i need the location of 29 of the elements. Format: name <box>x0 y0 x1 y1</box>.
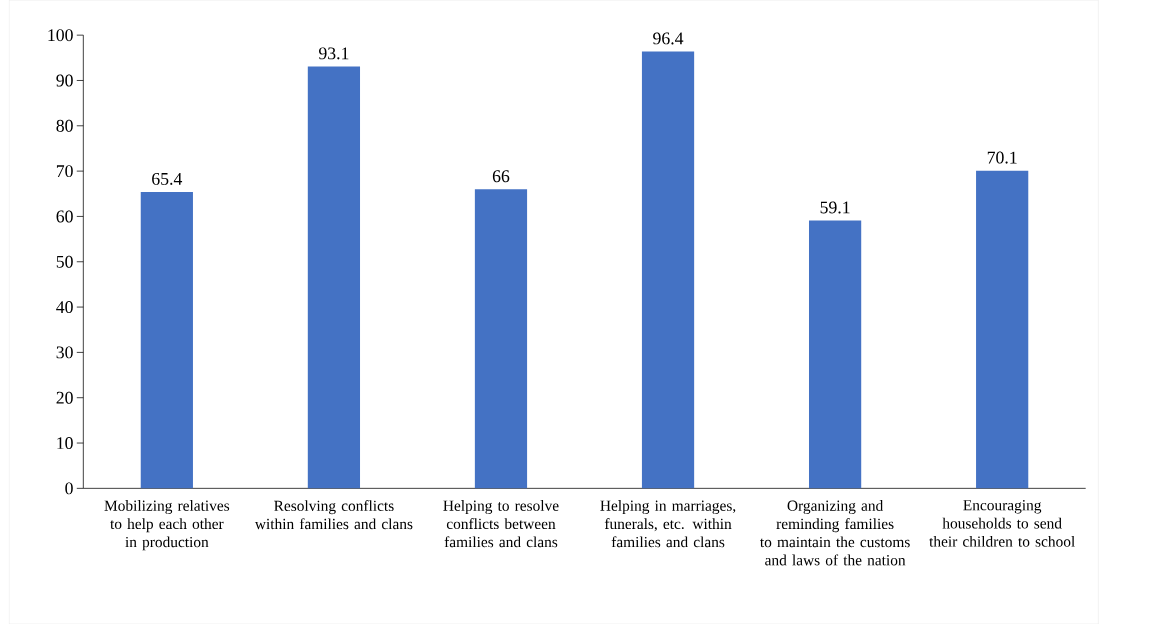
y-tick-label: 80 <box>56 119 73 132</box>
bar <box>307 66 361 489</box>
x-tick-label: Encouraging households to send their children to school <box>929 499 1075 547</box>
x-tick-label: Resolving conflicts within families and clans <box>254 499 413 530</box>
x-tick-label: Organizing and reminding families to maintain the customs and laws of the nation <box>760 499 910 566</box>
y-tick-label: 10 <box>57 436 73 449</box>
data-label: 59.1 <box>820 201 850 214</box>
y-tick-label: 100 <box>48 29 73 42</box>
bar <box>140 191 193 489</box>
bar <box>474 189 528 489</box>
y-tick-label: 40 <box>56 300 73 313</box>
y-tick-label: 50 <box>56 255 73 268</box>
data-label: 70.1 <box>987 151 1017 164</box>
bar <box>641 51 695 489</box>
data-label: 93.1 <box>318 47 349 60</box>
data-label: 65.4 <box>152 172 183 185</box>
y-tick-label: 70 <box>56 165 73 177</box>
bar <box>976 170 1029 489</box>
x-tick-label: Helping in marriages, funerals, etc. within families and clans <box>600 499 736 548</box>
x-tick-label: Helping to resolve conflicts between families and clans <box>443 499 559 548</box>
y-tick-label: 30 <box>56 346 73 359</box>
y-tick-label: 90 <box>56 74 73 87</box>
y-tick-label: 60 <box>56 210 73 223</box>
bar <box>808 220 862 489</box>
y-tick-label: 20 <box>56 391 73 404</box>
data-label: 96.4 <box>653 32 684 45</box>
x-tick-label: Mobilizing relatives to help each other in production <box>104 499 230 551</box>
y-tick-label: 0 <box>65 482 73 495</box>
data-label: 66 <box>492 170 510 183</box>
